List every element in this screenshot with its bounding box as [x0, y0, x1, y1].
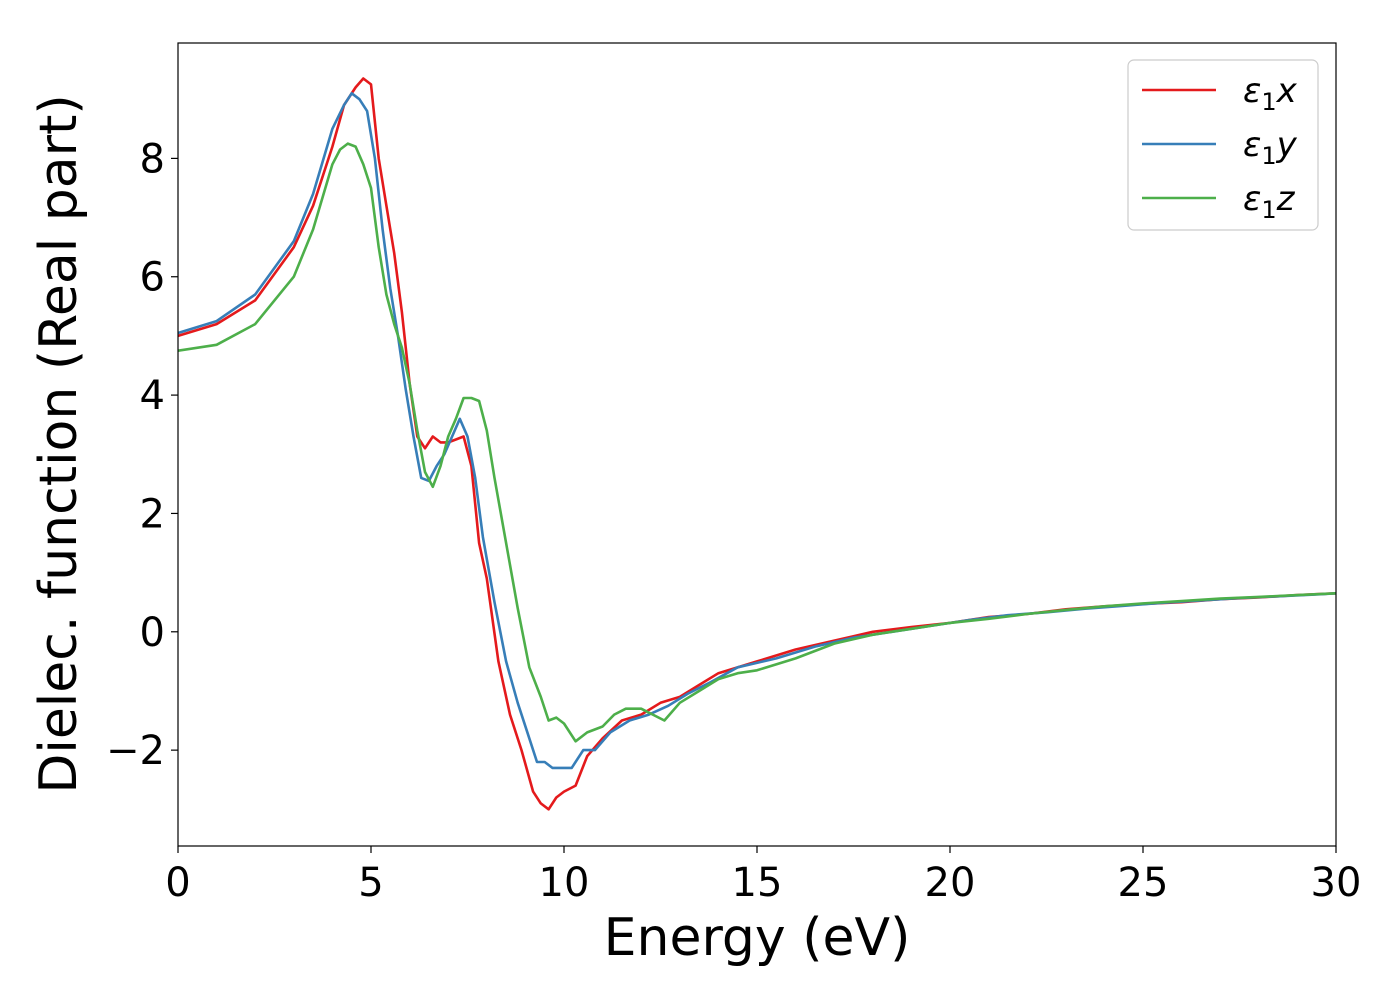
- x-tick-label: 0: [165, 860, 190, 906]
- y-axis-title: Dielec. function (Real part): [29, 94, 89, 793]
- y-tick-label: −2: [106, 728, 165, 774]
- series-layer: [178, 77, 1336, 811]
- y-tick-label: 6: [140, 255, 165, 301]
- x-tick-label: 20: [925, 860, 976, 906]
- y-tick-label: 2: [140, 491, 165, 537]
- y-axis: −2 0 2 4 6 8: [106, 136, 178, 774]
- y-tick-label: 8: [140, 136, 165, 182]
- series-line-z: [178, 142, 1336, 743]
- x-tick-label: 5: [358, 860, 383, 906]
- legend: ε1x ε1y ε1z: [1127, 59, 1319, 231]
- x-tick-label: 25: [1118, 860, 1169, 906]
- x-tick-label: 15: [732, 860, 783, 906]
- legend-label-y: ε1y: [1243, 125, 1298, 170]
- x-axis: 0 5 10 15 20 25 30: [165, 846, 1361, 906]
- y-tick-label: 4: [140, 373, 165, 419]
- legend-label-z: ε1z: [1243, 179, 1296, 224]
- x-tick-label: 10: [539, 860, 590, 906]
- legend-box: [1127, 59, 1319, 231]
- y-tick-label: 0: [140, 610, 165, 656]
- x-axis-title: Energy (eV): [604, 908, 911, 968]
- x-tick-label: 30: [1311, 860, 1362, 906]
- legend-label-x: ε1x: [1243, 71, 1298, 116]
